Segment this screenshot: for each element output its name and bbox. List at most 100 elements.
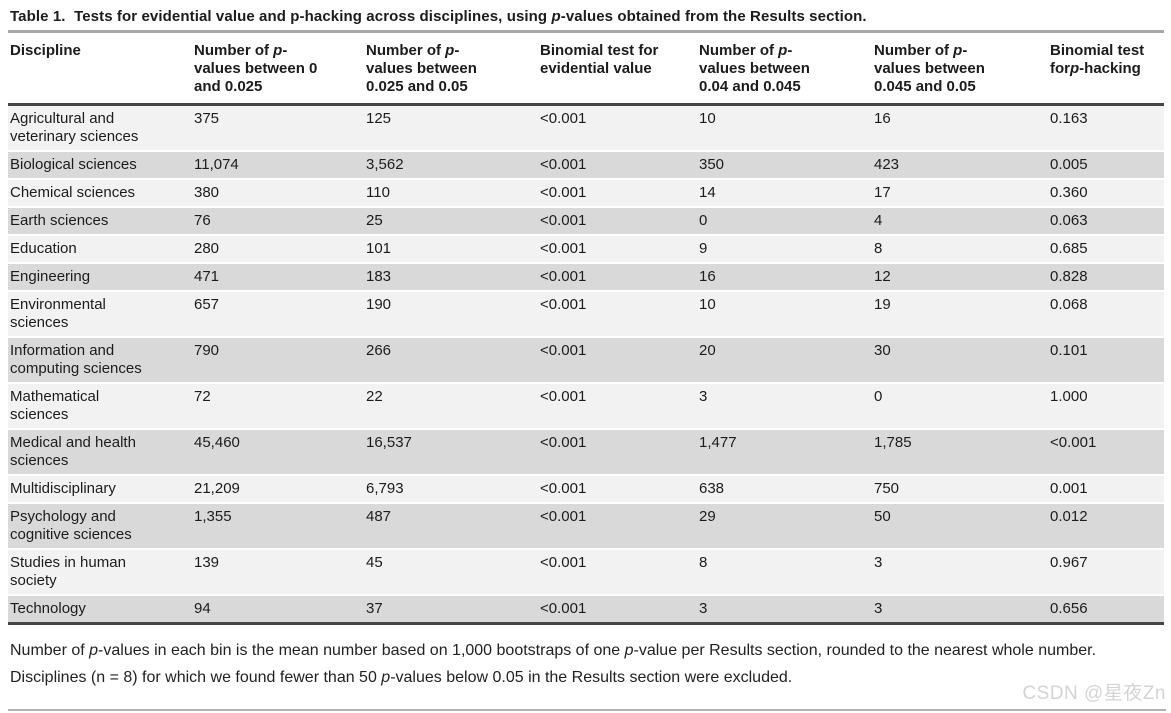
watermark: CSDN @星夜Zn: [1022, 683, 1166, 704]
value-cell: 94: [194, 600, 211, 617]
value-cell: 0.063: [1050, 212, 1088, 229]
column-header-binomial-evidential: Binomial test for evidential value: [538, 33, 697, 106]
table-row: Earth sciences 76 25 <0.001 0 4 0.063: [8, 207, 1164, 235]
value-cell: 3,562: [366, 156, 404, 173]
value-cell: <0.001: [1050, 434, 1097, 451]
value-cell: 30: [874, 342, 891, 359]
table-footnote: Number of p-values in each bin is the me…: [10, 637, 1162, 691]
value-cell: 790: [194, 342, 220, 359]
value-cell: 101: [366, 240, 392, 257]
header-row: Discipline Number of p- values between 0…: [8, 33, 1164, 106]
table-row: Environmental sciences 657 190 <0.001 10 19 0.…: [8, 291, 1164, 337]
value-cell: 0.005: [1050, 156, 1088, 173]
table-row: Multidisciplinary 21,209 6,793 <0.001 638 750…: [8, 475, 1164, 503]
value-cell: 0.068: [1050, 296, 1088, 313]
table-row: Psychology and cognitive sciences 1,355 48…: [8, 503, 1164, 549]
value-cell: 1.000: [1050, 388, 1088, 405]
value-cell: 10: [699, 296, 716, 313]
value-cell: 487: [366, 508, 392, 525]
value-cell: 9: [699, 240, 708, 257]
value-cell: 11,074: [194, 156, 239, 173]
value-cell: 0.101: [1050, 342, 1088, 359]
value-cell: 45: [366, 554, 383, 571]
value-cell: <0.001: [540, 156, 587, 173]
value-cell: 3: [699, 600, 708, 617]
discipline-cell: Studies in human society: [10, 554, 126, 589]
table-body: Agricultural and veterinary sciences 375 1…: [8, 104, 1164, 624]
bottom-divider: [8, 709, 1166, 711]
value-cell: 37: [366, 600, 383, 617]
paper-table-figure: Table 1. Tests for evidential value and …: [0, 8, 1171, 713]
discipline-cell: Earth sciences: [10, 212, 109, 229]
table-row: Mathematical sciences 72 22 <0.001 3 0 1.000: [8, 383, 1164, 429]
value-cell: 139: [194, 554, 220, 571]
table-header: Discipline Number of p- values between 0…: [8, 33, 1164, 106]
value-cell: <0.001: [540, 600, 587, 617]
value-cell: 350: [699, 156, 725, 173]
value-cell: <0.001: [540, 480, 587, 497]
value-cell: 266: [366, 342, 392, 359]
value-cell: 190: [366, 296, 392, 313]
value-cell: 17: [874, 184, 891, 201]
value-cell: <0.001: [540, 110, 587, 127]
value-cell: 471: [194, 268, 220, 285]
value-cell: 1,355: [194, 508, 232, 525]
value-cell: 3: [874, 554, 883, 571]
table-row: Engineering 471 183 <0.001 16 12 0.828: [8, 263, 1164, 291]
value-cell: 183: [366, 268, 392, 285]
discipline-cell: Chemical sciences: [10, 184, 136, 201]
table-row: Biological sciences 11,074 3,562 <0.001 350 4…: [8, 151, 1164, 179]
value-cell: 76: [194, 212, 211, 229]
value-cell: 72: [194, 388, 211, 405]
table-row: Information and computing sciences 790 266…: [8, 337, 1164, 383]
value-cell: 29: [699, 508, 716, 525]
footnote-line-1: Number of p-values in each bin is the me…: [10, 642, 1097, 659]
value-cell: 750: [874, 480, 900, 497]
value-cell: 0.967: [1050, 554, 1088, 571]
value-cell: <0.001: [540, 240, 587, 257]
table-row: Agricultural and veterinary sciences 375 1…: [8, 104, 1164, 151]
column-header-pvalues-0045-005: Number of p- values between 0.045 and 0.…: [872, 33, 1048, 106]
column-header-pvalues-0025-005: Number of p- values between 0.025 and 0.…: [364, 33, 538, 106]
value-cell: 0.828: [1050, 268, 1088, 285]
value-cell: <0.001: [540, 342, 587, 359]
value-cell: 50: [874, 508, 891, 525]
value-cell: 638: [699, 480, 725, 497]
discipline-cell: Environmental sciences: [10, 296, 106, 331]
discipline-cell: Medical and health sciences: [10, 434, 136, 469]
value-cell: 110: [366, 184, 390, 201]
value-cell: <0.001: [540, 508, 587, 525]
discipline-cell: Biological sciences: [10, 156, 137, 173]
value-cell: 657: [194, 296, 220, 313]
value-cell: 3: [699, 388, 708, 405]
value-cell: 125: [366, 110, 392, 127]
value-cell: 0.163: [1050, 110, 1088, 127]
column-header-binomial-phacking: Binomial test forp-hacking: [1048, 33, 1164, 106]
value-cell: 0.360: [1050, 184, 1088, 201]
discipline-cell: Mathematical sciences: [10, 388, 100, 423]
value-cell: 25: [366, 212, 383, 229]
value-cell: 1,477: [699, 434, 737, 451]
column-header-discipline: Discipline: [8, 33, 192, 106]
value-cell: 8: [874, 240, 883, 257]
title-divider: [8, 30, 1164, 33]
value-cell: 280: [194, 240, 220, 257]
value-cell: 0.685: [1050, 240, 1088, 257]
value-cell: 22: [366, 388, 383, 405]
value-cell: 1,785: [874, 434, 912, 451]
value-cell: <0.001: [540, 434, 587, 451]
value-cell: 380: [194, 184, 220, 201]
table-row: Education 280 101 <0.001 9 8 0.685: [8, 235, 1164, 263]
value-cell: 0.001: [1050, 480, 1088, 497]
discipline-cell: Technology: [10, 600, 86, 617]
value-cell: 20: [699, 342, 716, 359]
table-row: Studies in human society 139 45 <0.001 8 3 0.9…: [8, 549, 1164, 595]
table-row: Technology 94 37 <0.001 3 3 0.656: [8, 595, 1164, 624]
discipline-cell: Information and computing sciences: [10, 342, 142, 377]
column-header-pvalues-0-0025: Number of p- values between 0 and 0.025: [192, 33, 364, 106]
discipline-cell: Psychology and cognitive sciences: [10, 508, 132, 543]
table-row: Chemical sciences 380 110 <0.001 14 17 0.360: [8, 179, 1164, 207]
value-cell: 8: [699, 554, 708, 571]
value-cell: 0: [699, 212, 708, 229]
value-cell: 0: [874, 388, 883, 405]
